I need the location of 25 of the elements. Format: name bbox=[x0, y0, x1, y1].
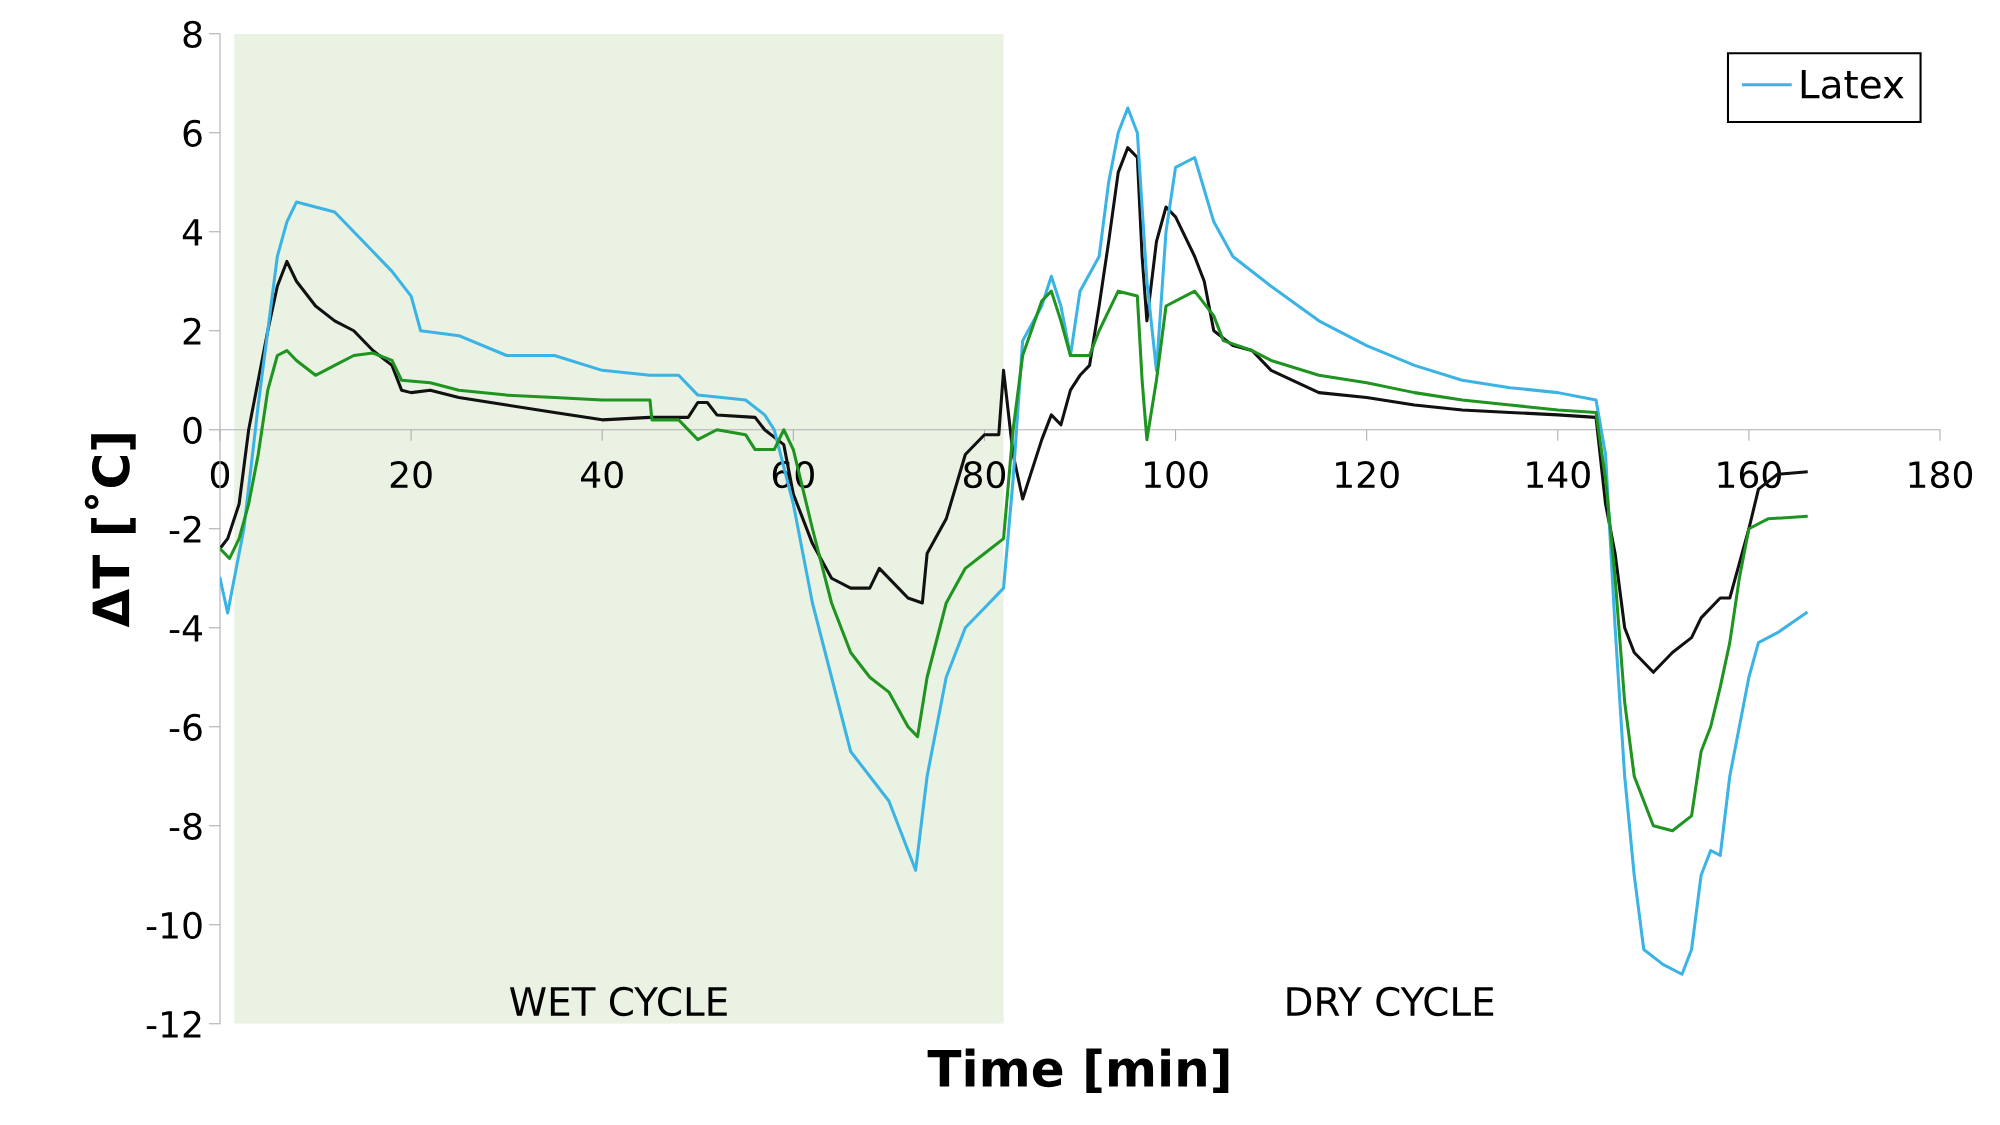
band-label: WET CYCLE bbox=[509, 986, 727, 1017]
y-tick-label: -2 bbox=[169, 515, 201, 543]
x-tick-label: 120 bbox=[1336, 460, 1399, 489]
y-tick-label: 4 bbox=[182, 219, 202, 246]
x-tick-label: 0 bbox=[210, 460, 230, 489]
legend-label: Latex bbox=[1801, 69, 1904, 99]
x-tick-label: 140 bbox=[1527, 460, 1590, 489]
y-axis-title: ΔT [˚C] bbox=[84, 434, 136, 628]
y-tick-label: -10 bbox=[146, 911, 202, 939]
x-tick-label: 40 bbox=[581, 460, 623, 489]
y-tick-label: 2 bbox=[183, 317, 201, 345]
y-tick-label: -8 bbox=[169, 812, 202, 840]
y-tick-label: 0 bbox=[183, 416, 202, 444]
y-tick-label: 6 bbox=[183, 119, 202, 147]
x-tick-label: 100 bbox=[1145, 460, 1208, 489]
y-tick-label: -4 bbox=[169, 615, 202, 642]
y-tick-label: -12 bbox=[146, 1010, 201, 1038]
x-tick-label: 80 bbox=[963, 460, 1006, 489]
y-tick-label: 8 bbox=[183, 20, 202, 48]
x-axis-title: Time [min] bbox=[927, 1048, 1229, 1094]
x-tick-label: 180 bbox=[1909, 460, 1973, 489]
x-tick-label: 160 bbox=[1718, 460, 1781, 489]
annotation: DRY CYCLE bbox=[1287, 986, 1494, 1017]
x-tick-label: 20 bbox=[390, 460, 432, 489]
y-tick-label: -6 bbox=[169, 713, 202, 741]
